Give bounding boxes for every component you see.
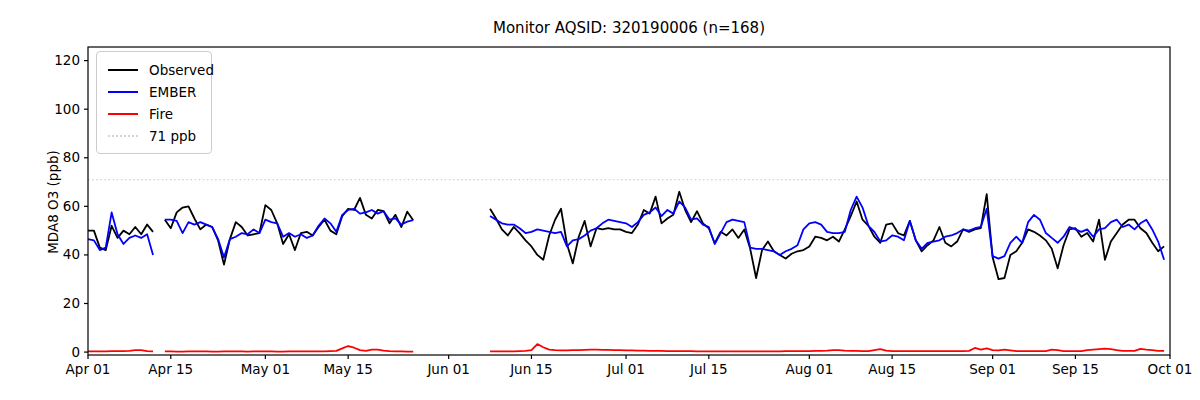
y-tick-label: 20 <box>63 295 80 311</box>
legend: Observed EMBER Fire 71 ppb <box>96 51 212 154</box>
series-line-ember-1 <box>165 209 413 258</box>
legend-item-observed: Observed <box>105 59 203 81</box>
legend-label: 71 ppb <box>149 128 196 144</box>
x-tick-label: Jun 15 <box>509 361 553 377</box>
y-tick-label: 0 <box>71 344 80 360</box>
axes-spines <box>88 47 1170 355</box>
y-tick-label: 40 <box>63 246 80 262</box>
x-tick-label: May 15 <box>323 361 372 377</box>
y-tick-label: 120 <box>54 52 80 68</box>
x-tick-label: Jul 15 <box>689 361 728 377</box>
y-tick-label: 80 <box>63 149 80 165</box>
series-line-observed-2 <box>490 192 1164 279</box>
series-line-fire-1 <box>165 346 413 352</box>
x-tick-label: Oct 01 <box>1148 361 1193 377</box>
legend-line-observed <box>108 69 138 71</box>
legend-item-fire: Fire <box>105 103 203 125</box>
series-line-fire-0 <box>88 350 153 351</box>
y-tick-label: 100 <box>54 101 80 117</box>
x-tick-label: Jun 01 <box>426 361 470 377</box>
series-line-fire-2 <box>490 344 1164 351</box>
legend-item-threshold: 71 ppb <box>105 125 203 147</box>
legend-line-threshold <box>108 135 138 137</box>
x-tick-label: Apr 15 <box>148 361 193 377</box>
x-tick-label: Aug 15 <box>868 361 916 377</box>
legend-label: Observed <box>149 62 214 78</box>
legend-line-ember <box>108 91 138 93</box>
x-tick-label: Jul 01 <box>606 361 645 377</box>
legend-label: EMBER <box>149 84 196 100</box>
figure: Monitor AQSID: 320190006 (n=168) MDA8 O3… <box>0 0 1200 400</box>
series-line-observed-1 <box>165 198 413 265</box>
legend-item-ember: EMBER <box>105 81 203 103</box>
x-tick-label: Sep 15 <box>1052 361 1099 377</box>
legend-label: Fire <box>149 106 173 122</box>
y-tick-label: 60 <box>63 198 80 214</box>
legend-line-fire <box>108 113 138 115</box>
x-tick-label: Sep 01 <box>969 361 1016 377</box>
x-tick-label: Apr 01 <box>66 361 111 377</box>
x-tick-label: Aug 01 <box>785 361 833 377</box>
x-tick-label: May 01 <box>241 361 290 377</box>
